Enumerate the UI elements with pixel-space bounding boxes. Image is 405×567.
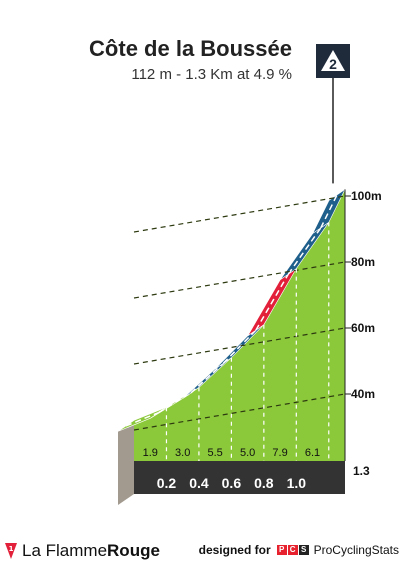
distance-label: 1.0 [287, 475, 307, 491]
y-axis-label: 40m [351, 387, 375, 401]
segment-gradient-label: 5.5 [208, 447, 223, 459]
distance-label: 0.2 [157, 475, 177, 491]
climb-stats: 112 m - 1.3 Km at 4.9 % [131, 66, 292, 83]
profile-centre-dash [320, 194, 338, 229]
profile-top-segment [311, 188, 346, 235]
segment-gradient-label: 6.1 [305, 447, 320, 459]
distance-label: 0.8 [254, 475, 274, 491]
category-number: 2 [329, 56, 337, 72]
climb-profile-chart: 40m 60m 80m 100m 1.3 1.9 3.0 5.5 5.0 7.9 6.1 0.2 0.4… [117, 44, 382, 505]
end-distance-label: 1.3 [353, 464, 370, 478]
designed-for-label: designed for [198, 543, 271, 557]
climb-title: Côte de la Boussée [89, 36, 292, 61]
y-axis-label: 60m [351, 321, 375, 335]
profile-centre-dash [190, 362, 224, 394]
la-flamme-rouge-logo[interactable]: 1 La FlammeRouge [4, 541, 160, 561]
profile-centre-dash [222, 329, 257, 364]
profile-centre-dash [125, 412, 159, 427]
segment-gradient-label: 5.0 [240, 447, 255, 459]
mountain-icon [321, 50, 345, 71]
flame-flag-icon: 1 [5, 543, 17, 559]
grid-line [133, 195, 346, 233]
svg-text:1: 1 [9, 545, 14, 553]
segment-gradient-label: 7.9 [272, 447, 287, 459]
distance-label: 0.6 [222, 475, 242, 491]
profile-area [134, 189, 345, 461]
y-axis-label: 100m [351, 189, 382, 203]
procyclingstats-link[interactable]: ProCyclingStats [313, 543, 399, 557]
profile-base [134, 461, 345, 494]
segment-gradient-label: 3.0 [175, 447, 190, 459]
start-side-wall [118, 420, 134, 505]
distance-label: 0.4 [189, 475, 209, 491]
segment-gradient-label: 1.9 [143, 447, 158, 459]
brand-name: La FlammeRouge [22, 541, 160, 560]
y-axis-label: 80m [351, 255, 375, 269]
profile-centre-dash [255, 273, 289, 331]
